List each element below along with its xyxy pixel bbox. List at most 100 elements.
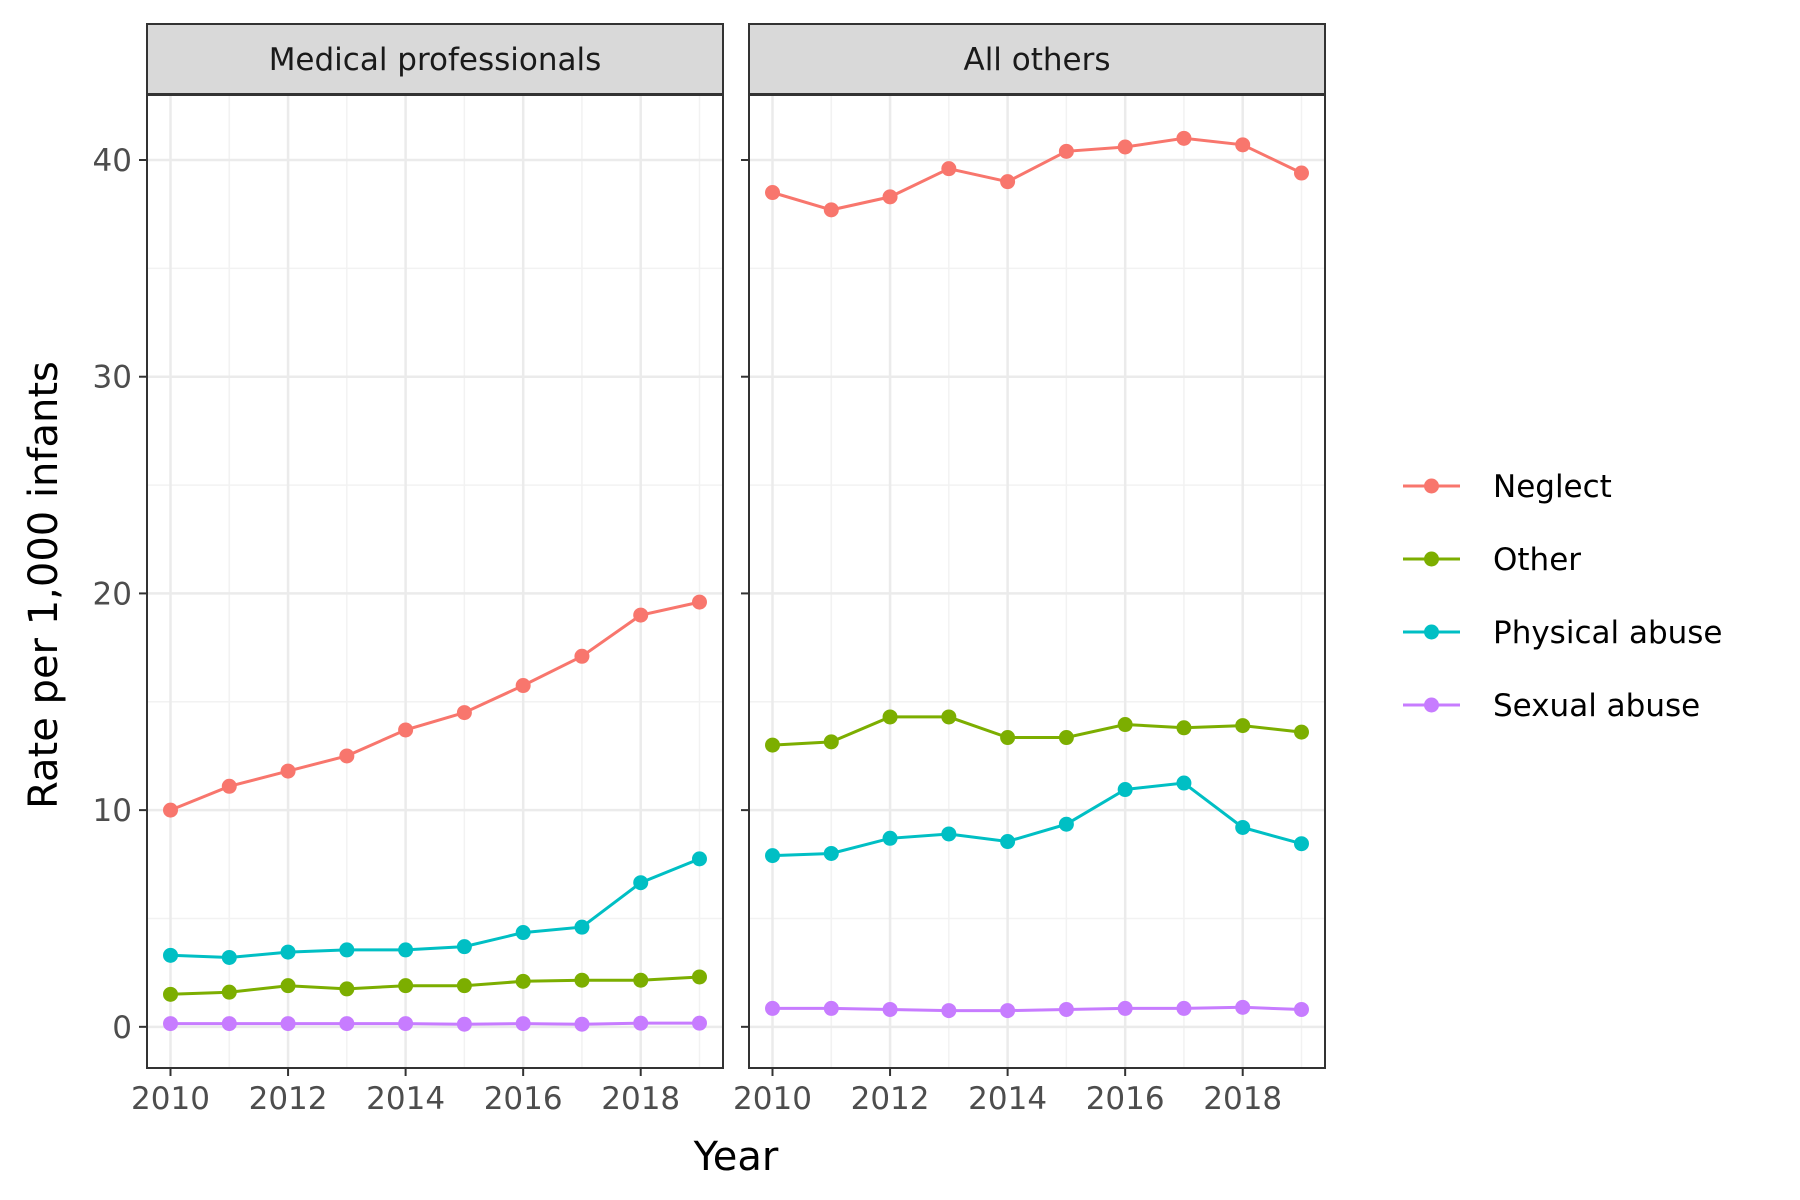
data-point [765, 848, 781, 864]
series-sexual-abuse [163, 1015, 707, 1032]
facet-strip-label: Medical professionals [269, 42, 602, 78]
data-point [163, 986, 179, 1002]
data-point [633, 972, 649, 988]
data-point [398, 1016, 414, 1032]
data-point [1117, 782, 1133, 798]
series-line [772, 715, 1302, 747]
x-tick-label: 2010 [131, 1081, 210, 1117]
x-tick-label: 2016 [484, 1081, 563, 1117]
y-tick-label: 20 [93, 576, 132, 612]
data-point [1058, 143, 1074, 159]
y-axis-title: Rate per 1,000 infants [21, 361, 67, 809]
legend-label: Physical abuse [1493, 615, 1723, 651]
x-tick-label: 2018 [601, 1081, 680, 1117]
series-line [772, 136, 1303, 212]
data-point [515, 973, 531, 989]
y-tick-label: 10 [93, 793, 132, 829]
data-point [398, 978, 414, 994]
series-line [169, 600, 700, 812]
data-point [823, 1000, 839, 1016]
data-point [339, 942, 355, 958]
data-point [339, 981, 355, 997]
data-point [456, 705, 472, 721]
series-line [772, 781, 1302, 858]
data-point [691, 969, 707, 985]
data-point [280, 944, 296, 960]
data-point [163, 1016, 179, 1032]
facet-strip [748, 23, 1326, 95]
x-tick-label: 2010 [733, 1081, 812, 1117]
data-point [941, 161, 957, 177]
data-point [1176, 130, 1192, 146]
data-point [574, 648, 590, 664]
legend-label: Other [1493, 542, 1581, 578]
y-tick-label: 0 [112, 1010, 132, 1046]
legend-key-point [1424, 478, 1439, 494]
data-point [280, 763, 296, 779]
series-physical-abuse [765, 775, 1309, 864]
legend-key-point [1424, 697, 1439, 713]
data-point [456, 1016, 472, 1032]
data-point [691, 594, 707, 610]
data-point [1293, 165, 1309, 181]
x-tick-label: 2014 [968, 1081, 1047, 1117]
data-point [398, 942, 414, 958]
facet-strip [146, 23, 724, 95]
data-point [765, 737, 781, 753]
series-sexual-abuse [765, 999, 1309, 1019]
data-point [823, 734, 839, 750]
series-line [772, 1005, 1302, 1013]
x-tick-label: 2012 [249, 1081, 328, 1117]
series-other [163, 969, 707, 1002]
data-point [1235, 999, 1251, 1015]
legend-item-sexual-abuse: Sexual abuse [1403, 688, 1700, 724]
legend-label: Neglect [1493, 469, 1612, 505]
series-physical-abuse [163, 851, 707, 965]
legend-item-neglect: Neglect [1403, 469, 1612, 505]
data-point [1117, 1000, 1133, 1016]
data-point [1235, 718, 1251, 734]
x-tick-label: 2016 [1086, 1081, 1165, 1117]
series-other [765, 709, 1309, 753]
data-point [691, 1015, 707, 1031]
facet-strip-label: All others [963, 42, 1110, 78]
data-point [1117, 717, 1133, 733]
legend-key-point [1424, 551, 1439, 567]
data-point [882, 1001, 898, 1017]
series-line [170, 1021, 700, 1026]
legend-key-point [1424, 624, 1439, 640]
data-point [1176, 1000, 1192, 1016]
data-point [1117, 139, 1133, 155]
data-point [765, 1000, 781, 1016]
data-point [691, 851, 707, 867]
data-point [1000, 1003, 1016, 1019]
data-point [1293, 724, 1309, 740]
data-point [1293, 1001, 1309, 1017]
panel-background [749, 95, 1325, 1068]
x-tick-label: 2012 [851, 1081, 930, 1117]
x-tick-label: 2018 [1203, 1081, 1282, 1117]
data-point [574, 972, 590, 988]
data-point [1176, 720, 1192, 736]
legend-label: Sexual abuse [1493, 688, 1700, 724]
x-tick-label: 2014 [366, 1081, 445, 1117]
data-point [1176, 775, 1192, 791]
data-point [574, 1016, 590, 1032]
series-line [170, 857, 701, 960]
y-tick-label: 40 [93, 143, 132, 179]
series-neglect [765, 130, 1309, 218]
legend-item-physical-abuse: Physical abuse [1403, 615, 1723, 651]
data-point [823, 845, 839, 861]
data-point [633, 607, 649, 623]
data-point [221, 949, 237, 965]
data-point [882, 830, 898, 846]
series-line [170, 975, 700, 996]
data-point [515, 678, 531, 694]
data-point [1293, 836, 1309, 852]
data-point [221, 778, 237, 794]
data-point [163, 802, 179, 818]
x-axis-title: Year [693, 1134, 779, 1180]
